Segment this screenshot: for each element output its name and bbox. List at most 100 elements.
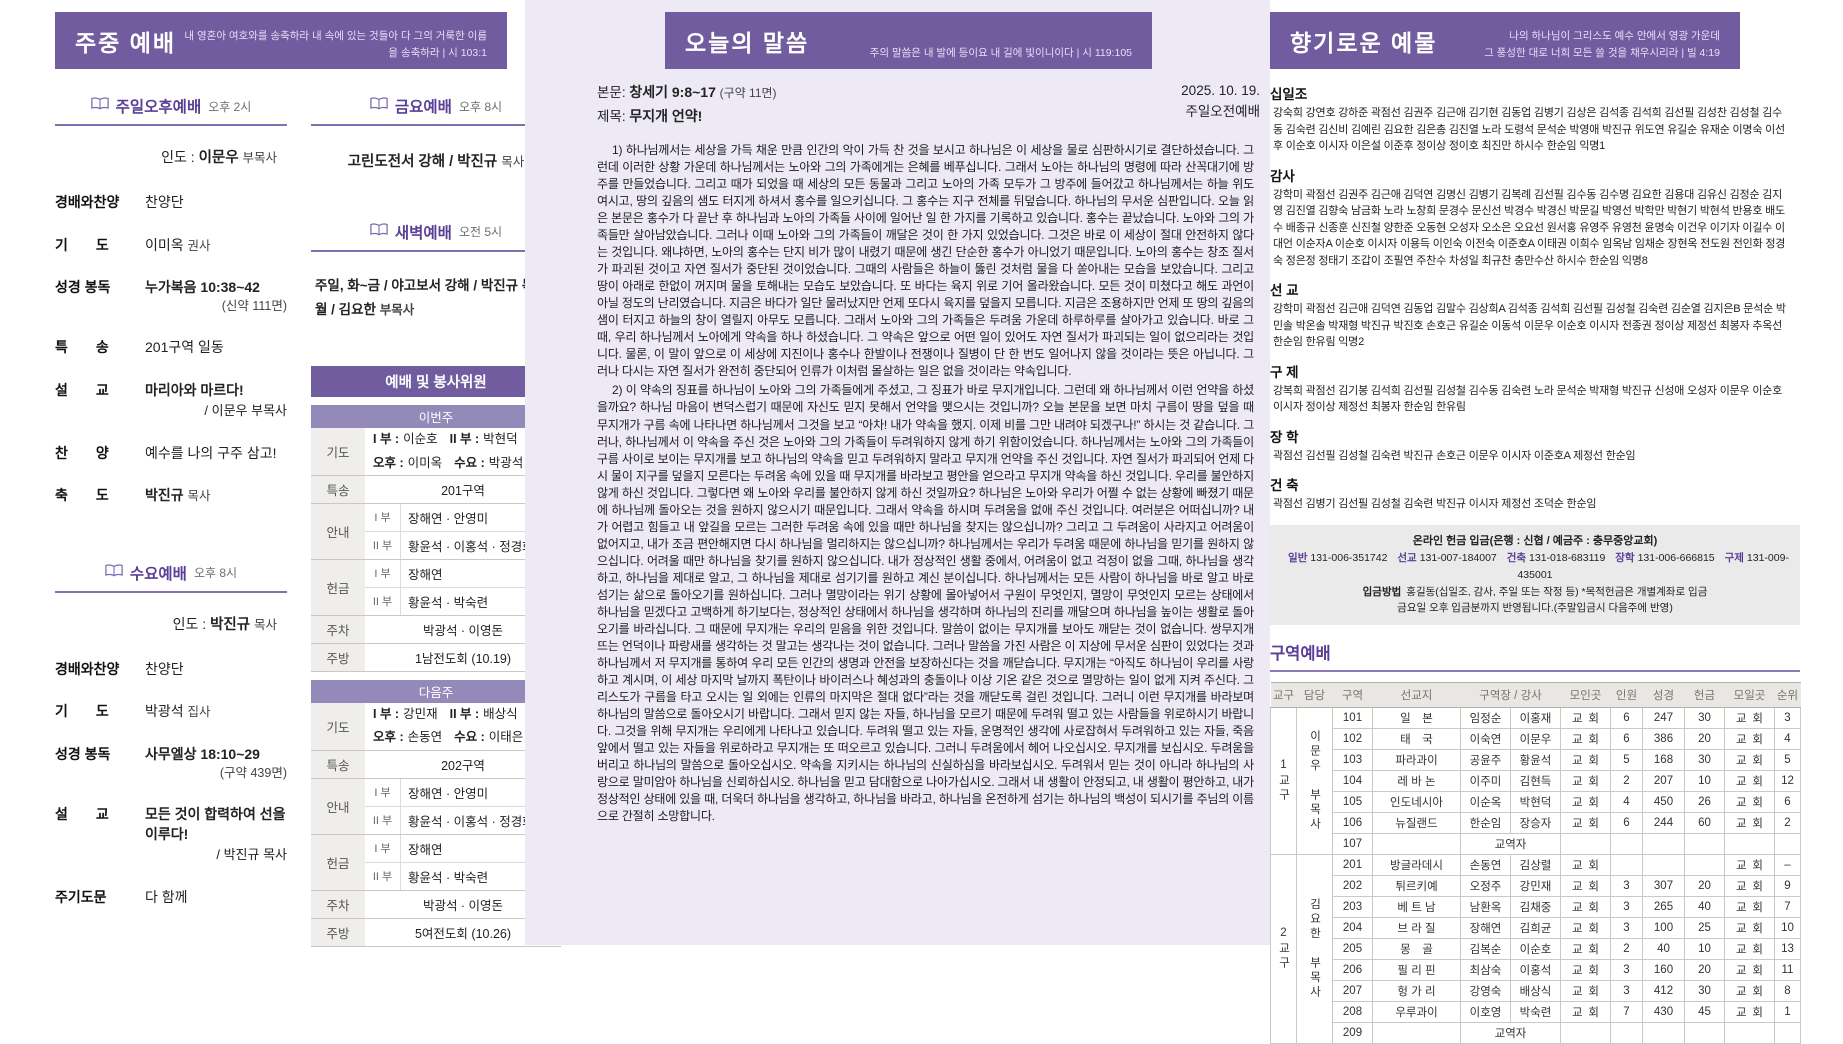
part-label: II 부 :	[449, 706, 480, 721]
sub-row: II 부 황윤석 · 박숙련	[365, 587, 561, 615]
district-table-row: 204 브 라 질 장해연 김희균 교 회 3 100 25 교 회 10	[1271, 917, 1801, 940]
rank: 7	[1774, 896, 1801, 919]
next-meeting-place: 교 회	[1724, 770, 1775, 793]
row-value: 박광석 · 이영돈	[422, 623, 504, 638]
row-value: 201구역	[441, 483, 485, 498]
person-name: 손동연	[407, 730, 443, 745]
sub-row: II 부 황윤석 · 이홍석 · 정경화	[365, 531, 561, 559]
district-speaker: 김상렬	[1510, 854, 1561, 877]
offering-section-thanks: 감사 강학미 곽점선 김권주 김근애 김덕연 김명신 김병기 김복례 김선필 김…	[1270, 165, 1818, 270]
leader-label: 인도 :	[172, 615, 207, 632]
offering-section-building: 건 축 곽점선 김병기 김선필 김성철 김숙련 박진규 이시자 제정선 조덕순 …	[1270, 474, 1818, 513]
part-label: 오후 :	[373, 455, 404, 470]
part-label: II 부	[365, 531, 401, 559]
dawn-schedule: 주일, 화~금 / 야고보서 강해 / 박진규 목사 월 / 김요한 부목사	[311, 274, 561, 323]
district-no: 206	[1332, 959, 1373, 982]
offering-section-mission: 선 교 강학미 곽점선 김근애 김덕연 김동업 김말수 김상희A 김석종 김석희…	[1270, 279, 1818, 351]
service-name: 주일오전예배	[1185, 103, 1260, 119]
offering-amount: 60	[1684, 812, 1725, 835]
offering-amount: 40	[1684, 896, 1725, 919]
part-label: I 부	[365, 778, 401, 806]
rank: 1	[1774, 1001, 1801, 1024]
rank: 11	[1774, 959, 1801, 982]
row-value: 다 함께	[145, 888, 188, 905]
service-row: 성경 봉독 사무엘상 18:10~29 (구약 439면)	[55, 745, 287, 782]
row-value: 5여전도회 (10.26)	[414, 926, 512, 941]
meeting-place: 교 회	[1560, 728, 1611, 751]
next-meeting-place: 교 회	[1724, 917, 1775, 940]
district-table-row: 205 몽 골 김복순 이순호 교 회 2 40 10 교 회 13	[1271, 938, 1801, 961]
service-time: 오후 2시	[208, 99, 252, 114]
part-label: 수요 :	[454, 455, 485, 470]
district-worship-table: 교구 담당 구역 선교지 구역장 / 강사 모인곳 인원 성경 헌금 모일곳 순…	[1270, 682, 1801, 1044]
attendance: 5	[1610, 749, 1643, 772]
district-leader: 공윤주	[1460, 749, 1511, 772]
wednesday-service: 수요예배 오후 8시 인도 : 박진규 목사 경배와찬양 찬양단 기 도 박광석 집…	[55, 562, 287, 907]
row-value: I 부 장해연 · 안영미 II 부 황윤석 · 이홍석 · 정경화	[365, 503, 561, 559]
part-label: I 부	[365, 834, 401, 862]
part-label: I 부	[365, 503, 401, 531]
part-label: II 부	[365, 587, 401, 615]
meeting-place: 교 회	[1560, 854, 1611, 877]
panel-title: 향기로운 예물	[1290, 29, 1438, 56]
offering-names: 곽점선 김선필 김성철 김숙련 박진규 손호근 이문우 이시자 이준호A 제정선…	[1273, 449, 1636, 462]
offering-names: 강숙희 강연호 강하준 곽점선 김권주 김근애 김기현 김동업 김병기 김상은 …	[1273, 107, 1785, 152]
deposit-method: 입금방법 홍길동(십일조, 감사, 주일 또는 작정 등) *목적헌금은 개별계좌…	[1280, 584, 1790, 601]
district-speaker: 장승자	[1510, 812, 1561, 835]
person-title: 목사	[501, 155, 525, 169]
sunday-afternoon-service: 주일오후예배 오후 2시 인도 : 이문우 부목사 경배와찬양 찬양단 기 도 이미…	[55, 95, 287, 506]
offering-amount: 30	[1684, 749, 1725, 772]
part-label: II 부	[365, 806, 401, 834]
committee-row: 안내 I 부 장해연 · 안영미 II 부 황윤석 · 이홍석 · 정경화	[311, 778, 561, 835]
district-speaker: 이문우	[1510, 728, 1561, 751]
dawn-line: 월 / 김요한 부목사	[315, 298, 561, 322]
scripture-ref: 누가복음 10:38~42	[145, 279, 260, 296]
district-no: 207	[1332, 980, 1373, 1003]
person-names: 장해연	[408, 842, 443, 857]
leader-label: 인도 :	[161, 149, 195, 165]
service-row: 경배와찬양 찬양단	[55, 660, 287, 680]
panel-title: 주중 예배	[75, 29, 177, 56]
committee-row: 주차 박광석 · 이영돈	[311, 890, 561, 919]
committee-row: 특송 201구역	[311, 475, 561, 504]
committee-row: 헌금 I 부 장해연 II 부 황윤석 · 박숙련	[311, 559, 561, 616]
scripture-page: (구약 11면)	[719, 86, 777, 100]
row-label: 주기도문	[55, 888, 107, 905]
todays-word-header: 오늘의 말씀 주의 말씀은 내 발에 등이요 내 길에 빛이니이다 | 시 11…	[665, 12, 1152, 69]
row-label: 주차	[311, 615, 365, 643]
rank: 9	[1774, 875, 1801, 898]
offering-amount: 45	[1684, 1001, 1725, 1024]
section-heading: 금요예배 오후 8시	[311, 95, 561, 126]
panel-verse: 주의 말씀은 내 발에 등이요 내 길에 빛이니이다 | 시 119:105	[869, 46, 1132, 59]
sermon-title: 마리아와 마르다!	[145, 381, 244, 398]
bible-reading: 412	[1642, 980, 1685, 1003]
service-row: 성경 봉독 누가복음 10:38~42 (신약 111면)	[55, 278, 287, 315]
district-speaker: 이순호	[1510, 938, 1561, 961]
committee-row: 안내 I 부 장해연 · 안영미 II 부 황윤석 · 이홍석 · 정경화	[311, 503, 561, 560]
row-label: 주차	[311, 890, 365, 918]
row-label: 특 송	[55, 339, 109, 356]
offering-title: 감사	[1270, 168, 1295, 184]
sermon-meta-right: 2025. 10. 19. 주일오전예배	[1181, 81, 1260, 129]
district-leader: 이주미	[1460, 770, 1511, 793]
account-number: 131-009-435001	[1517, 552, 1789, 581]
scripture-label: 본문:	[597, 85, 626, 100]
panel-verse: 나의 하나님이 그리스도 예수 안에서 영광 가운데 그 풍성한 대로 너희 모…	[1484, 28, 1720, 69]
col-header: 모인곳	[1560, 682, 1611, 709]
meeting-place	[1560, 833, 1611, 856]
offering-title: 구 제	[1270, 364, 1299, 380]
row-label: 기도	[311, 428, 365, 475]
service-row: 설 교 모든 것이 합력하여 선을 이루다! / 박진규 목사	[55, 805, 287, 864]
person-name: 이태은	[488, 730, 524, 745]
offering-amount: 10	[1684, 938, 1725, 961]
service-row: 경배와찬양 찬양단	[55, 193, 287, 213]
committee-row: 주차 박광석 · 이영돈	[311, 615, 561, 644]
sermon-body: 1) 하나님께서는 세상을 가득 채운 만큼 인간의 악이 가득 찬 것을 보시…	[525, 129, 1270, 825]
service-title: 금요예배	[394, 99, 452, 116]
attendance: 3	[1610, 896, 1643, 919]
next-meeting-place: 교 회	[1724, 707, 1775, 730]
friday-service: 금요예배 오후 8시 고린도전서 강해 / 박진규 목사	[311, 95, 561, 175]
